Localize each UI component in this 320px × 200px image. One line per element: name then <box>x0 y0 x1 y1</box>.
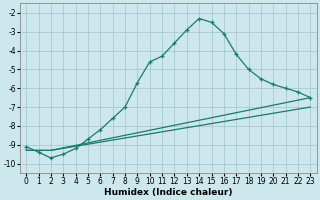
X-axis label: Humidex (Indice chaleur): Humidex (Indice chaleur) <box>104 188 233 197</box>
